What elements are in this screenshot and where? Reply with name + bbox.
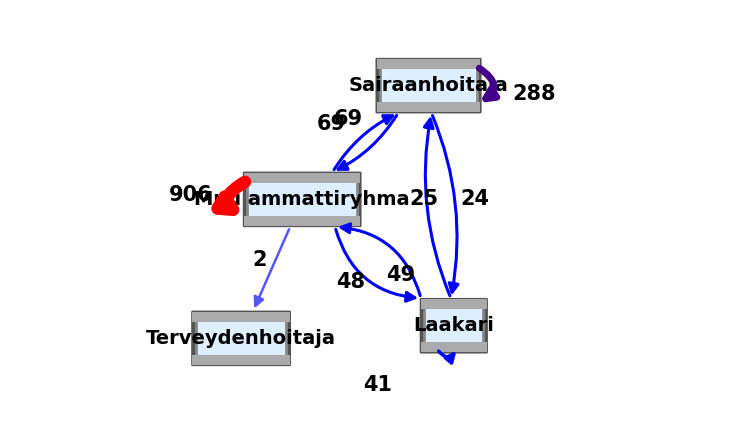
FancyBboxPatch shape <box>191 310 291 366</box>
FancyArrowPatch shape <box>336 229 415 301</box>
FancyArrowPatch shape <box>334 116 392 170</box>
FancyBboxPatch shape <box>424 303 483 349</box>
Text: 69: 69 <box>334 109 363 129</box>
Text: 48: 48 <box>336 271 365 292</box>
FancyBboxPatch shape <box>247 176 357 223</box>
FancyBboxPatch shape <box>243 172 361 227</box>
FancyArrowPatch shape <box>479 68 497 99</box>
FancyArrowPatch shape <box>338 115 397 169</box>
Text: Terveydenhoitaja: Terveydenhoitaja <box>146 329 336 348</box>
Bar <box>244 216 361 226</box>
FancyBboxPatch shape <box>380 62 477 109</box>
Text: 24: 24 <box>460 190 489 209</box>
FancyBboxPatch shape <box>376 58 482 114</box>
FancyArrowPatch shape <box>255 229 289 306</box>
FancyArrowPatch shape <box>424 119 450 296</box>
Text: Laakari: Laakari <box>414 316 494 335</box>
Text: 69: 69 <box>317 114 346 134</box>
Text: 49: 49 <box>386 265 416 285</box>
Bar <box>193 355 290 365</box>
Text: 2: 2 <box>253 251 268 271</box>
Text: Muu ammattiryhma: Muu ammattiryhma <box>194 190 410 209</box>
FancyArrowPatch shape <box>341 224 420 296</box>
Text: 906: 906 <box>169 185 212 205</box>
Text: 25: 25 <box>410 190 439 209</box>
Bar <box>376 59 480 69</box>
FancyBboxPatch shape <box>196 315 287 362</box>
FancyBboxPatch shape <box>420 298 488 354</box>
Bar <box>421 299 487 309</box>
Text: Sairaanhoitaja: Sairaanhoitaja <box>349 76 509 95</box>
FancyArrowPatch shape <box>438 351 454 363</box>
Text: 41: 41 <box>364 375 392 395</box>
Bar <box>193 312 290 322</box>
FancyArrowPatch shape <box>218 182 245 210</box>
Bar <box>244 173 361 183</box>
FancyArrowPatch shape <box>432 116 458 292</box>
Bar <box>376 102 480 112</box>
Text: 288: 288 <box>512 84 556 104</box>
Bar <box>421 342 487 352</box>
